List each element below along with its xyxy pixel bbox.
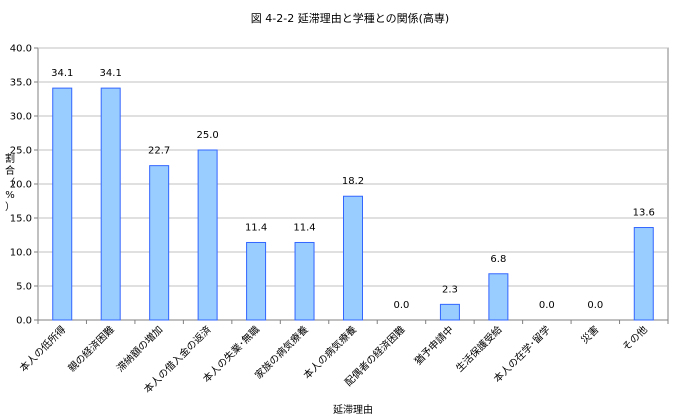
data-label: 34.1 [51, 68, 73, 79]
y-tick-label: 15.0 [10, 214, 32, 225]
x-axis-title: 延滞理由 [333, 403, 373, 416]
bar [343, 195, 363, 321]
category-label: 本人の低所得 [17, 323, 69, 375]
category-label: 滞納額の増加 [114, 323, 166, 375]
y-tick-label: 25.0 [10, 146, 32, 157]
y-tick-label: 40.0 [10, 44, 32, 55]
data-label: 11.4 [293, 222, 315, 233]
y-axis-title: 割合（%） [5, 152, 15, 213]
category-label: 猶予申請中 [411, 323, 456, 368]
data-label: 22.7 [148, 146, 170, 157]
chart-title: 図 4-2-2 延滞理由と学種との関係(高専) [250, 12, 450, 25]
y-tick-label: 20.0 [10, 180, 32, 191]
y-tick-label: 35.0 [10, 78, 32, 89]
y-tick-label: 30.0 [10, 112, 32, 123]
y-tick-label: 0.0 [16, 316, 32, 327]
bar [439, 303, 460, 321]
data-label: 2.3 [442, 284, 458, 295]
y-tick-label: 5.0 [16, 282, 32, 293]
data-label: 34.1 [100, 68, 122, 79]
category-label: その他 [619, 323, 649, 353]
category-label: 生活保護受給 [453, 323, 505, 375]
data-label: 11.4 [245, 222, 267, 233]
category-label: 災害 [578, 323, 601, 346]
data-label: 0.0 [394, 300, 410, 311]
data-label: 6.8 [490, 254, 506, 265]
y-tick-label: 10.0 [10, 248, 32, 259]
bar [52, 87, 73, 321]
bar [149, 165, 170, 321]
data-label: 13.6 [633, 208, 655, 219]
data-label: 0.0 [587, 300, 603, 311]
data-label: 0.0 [539, 300, 555, 311]
bar [197, 149, 218, 321]
bar [633, 227, 654, 321]
data-label: 18.2 [342, 176, 364, 187]
category-label: 親の経済困難 [65, 323, 117, 375]
bar [488, 273, 509, 321]
bar [294, 241, 315, 321]
data-label: 25.0 [196, 130, 218, 141]
bar [246, 241, 267, 321]
bar [100, 87, 121, 321]
